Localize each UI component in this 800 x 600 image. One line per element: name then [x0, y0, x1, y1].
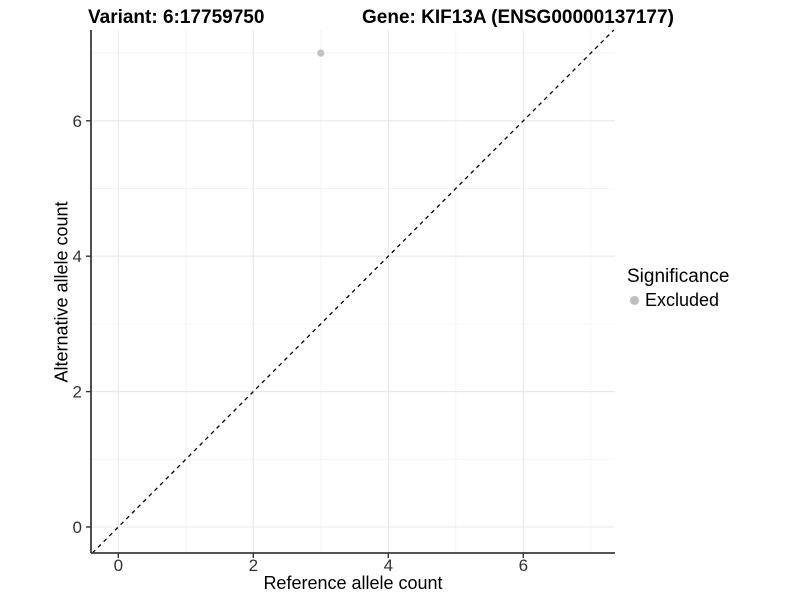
y-tick-label: 0	[73, 518, 82, 537]
plot-title-gene: Gene: KIF13A (ENSG00000137177)	[362, 7, 674, 28]
excluded-point-icon	[630, 295, 639, 305]
y-tick-label: 2	[73, 383, 82, 402]
x-axis-title: Reference allele count	[263, 573, 443, 593]
x-tick-label: 0	[114, 556, 123, 575]
plot-title-variant: Variant: 6:17759750	[88, 7, 265, 28]
legend-item-excluded: Excluded	[627, 290, 729, 310]
y-tick-label: 6	[73, 112, 82, 131]
data-point	[317, 49, 325, 57]
y-axis-title: Alternative allele count	[51, 201, 72, 383]
x-tick-label: 2	[249, 556, 258, 575]
legend-title: Significance	[627, 266, 730, 287]
identity-dashed-line	[91, 29, 615, 554]
legend: Significance Excluded	[627, 266, 729, 310]
legend-item-label: Excluded	[645, 290, 720, 310]
x-tick-label: 6	[519, 556, 528, 575]
x-tick-label: 4	[384, 556, 393, 575]
y-tick-label: 4	[73, 247, 82, 266]
